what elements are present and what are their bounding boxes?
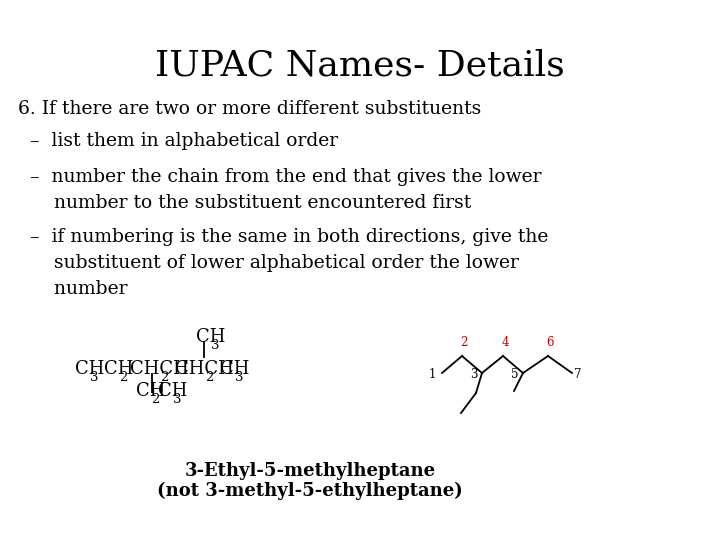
Text: 6: 6	[546, 335, 554, 348]
Text: 2: 2	[460, 335, 468, 348]
Text: 1: 1	[428, 368, 436, 381]
Text: CH: CH	[220, 360, 249, 378]
Text: 3-Ethyl-5-methylheptane: 3-Ethyl-5-methylheptane	[184, 462, 436, 480]
Text: CH: CH	[104, 360, 133, 378]
Text: CHCH: CHCH	[130, 360, 189, 378]
Text: 3: 3	[470, 368, 478, 381]
Text: 2: 2	[151, 393, 159, 406]
Text: CH: CH	[196, 328, 225, 346]
Text: 5: 5	[511, 368, 518, 381]
Text: CH: CH	[75, 360, 104, 378]
Text: 3: 3	[211, 339, 220, 352]
Text: 7: 7	[575, 368, 582, 381]
Text: 2: 2	[119, 371, 127, 384]
Text: –  number the chain from the end that gives the lower: – number the chain from the end that giv…	[30, 168, 541, 186]
Text: CH: CH	[136, 382, 166, 400]
Text: –  list them in alphabetical order: – list them in alphabetical order	[30, 132, 338, 150]
Text: 3: 3	[235, 371, 243, 384]
Text: 3: 3	[173, 393, 181, 406]
Text: CH: CH	[158, 382, 187, 400]
Text: 2: 2	[160, 371, 168, 384]
Text: IUPAC Names- Details: IUPAC Names- Details	[155, 48, 565, 82]
Text: 3: 3	[90, 371, 99, 384]
Text: 6. If there are two or more different substituents: 6. If there are two or more different su…	[18, 100, 481, 118]
Text: 4: 4	[501, 335, 509, 348]
Text: 2: 2	[205, 371, 213, 384]
Text: number: number	[30, 280, 127, 298]
Text: (not 3-methyl-5-ethylheptane): (not 3-methyl-5-ethylheptane)	[157, 482, 463, 500]
Text: CHCH: CHCH	[175, 360, 234, 378]
Text: substituent of lower alphabetical order the lower: substituent of lower alphabetical order …	[30, 254, 519, 272]
Text: –  if numbering is the same in both directions, give the: – if numbering is the same in both direc…	[30, 228, 549, 246]
Text: number to the substituent encountered first: number to the substituent encountered fi…	[30, 194, 472, 212]
